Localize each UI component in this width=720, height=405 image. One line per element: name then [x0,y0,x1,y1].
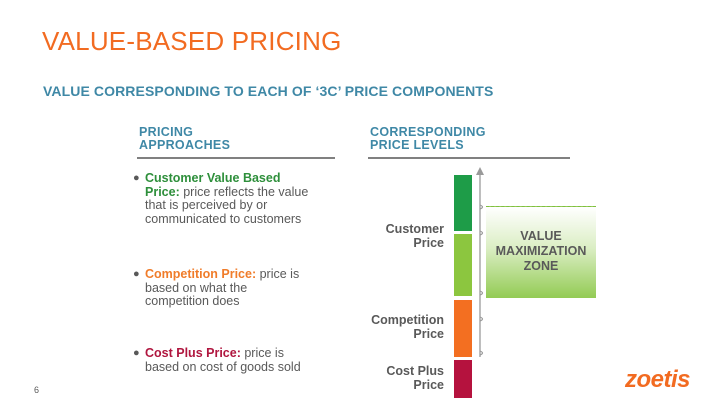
price-levels-heading: CORRESPONDING PRICE LEVELS [370,125,486,152]
price-bar-customer-lower [454,234,472,296]
right-heading-divider [368,157,570,159]
term-customer-value-suffix: Price: [145,184,180,199]
bullet-dot-icon: ● [133,268,140,280]
bullet-dot-icon: ● [133,347,140,359]
pricing-approaches-heading: PRICING APPROACHES [139,125,231,152]
bullet-competition-price: ● Competition Price: price is based on w… [133,267,343,309]
bullet-description: communicated to customers [145,211,302,226]
bullet-description: competition does [145,294,240,308]
bullet-description: price reflects the value [179,184,309,199]
price-bar-cost-plus [454,360,472,398]
price-arrow-icon [476,167,484,357]
page-number: 6 [34,385,40,395]
label-customer-price: Customer Price [385,222,444,250]
page-subtitle: VALUE CORRESPONDING TO EACH OF ‘3C’ PRIC… [43,83,494,99]
bullet-cost-plus-price: ● Cost Plus Price: price is based on cos… [133,346,343,374]
price-bar-competition [454,300,472,357]
term-customer-value: Customer Value Based [145,171,281,185]
term-competition: Competition Price: [145,267,257,281]
zoetis-logo: zoetis [625,366,691,393]
bullet-description: that is perceived by or [145,198,268,212]
left-heading-divider [137,157,335,159]
value-maximization-zone-label: VALUE MAXIMIZATION ZONE [495,229,587,273]
label-competition-price: Competition Price [371,313,444,341]
price-bar-customer-upper [454,175,472,231]
bullet-dot-icon: ● [133,172,140,184]
bullet-description: price is [240,346,284,360]
value-maximization-zone [486,206,596,298]
label-cost-plus-price: Cost Plus Price [386,364,444,392]
bullet-description: based on cost of goods sold [145,359,301,374]
bullet-description: price is [256,267,300,281]
bullet-description: based on what the [145,280,248,295]
page-title: VALUE-BASED PRICING [42,26,342,56]
term-cost-plus: Cost Plus Price: [145,346,241,360]
bullet-customer-value-price: ● Customer Value Based Price: price refl… [133,171,343,226]
